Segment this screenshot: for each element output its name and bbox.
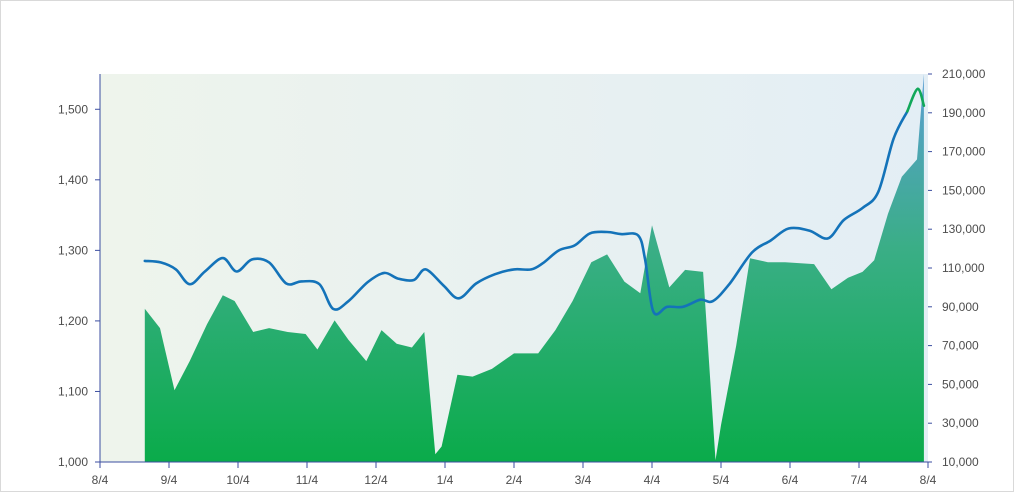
line-series-2 bbox=[906, 87, 926, 113]
right-tick-label: 90,000 bbox=[942, 300, 979, 314]
left-tick-label: 1,200 bbox=[58, 314, 88, 328]
left-tick-label: 1,300 bbox=[58, 243, 88, 257]
right-tick-label: 150,000 bbox=[942, 183, 986, 197]
x-tick-label: 10/4 bbox=[226, 473, 250, 487]
right-tick-label: 130,000 bbox=[942, 222, 986, 236]
x-tick-label: 12/4 bbox=[364, 473, 388, 487]
left-tick-label: 1,000 bbox=[58, 455, 88, 469]
x-tick-label: 2/4 bbox=[506, 473, 523, 487]
x-tick-label: 11/4 bbox=[296, 473, 319, 487]
left-tick-label: 1,100 bbox=[58, 384, 88, 398]
x-tick-label: 4/4 bbox=[644, 473, 661, 487]
x-tick-label: 9/4 bbox=[161, 473, 178, 487]
x-tick-label: 8/4 bbox=[920, 473, 937, 487]
x-tick-label: 8/4 bbox=[92, 473, 109, 487]
area-series-0 bbox=[144, 74, 924, 462]
right-tick-label: 30,000 bbox=[942, 416, 979, 430]
right-tick-label: 170,000 bbox=[942, 145, 986, 159]
left-tick-label: 1,400 bbox=[58, 173, 88, 187]
right-tick-label: 70,000 bbox=[942, 339, 979, 353]
right-tick-label: 110,000 bbox=[942, 261, 985, 275]
right-tick-label: 10,000 bbox=[942, 455, 979, 469]
right-tick-label: 50,000 bbox=[942, 377, 979, 391]
x-tick-label: 7/4 bbox=[851, 473, 868, 487]
x-tick-label: 5/4 bbox=[713, 473, 730, 487]
x-tick-label: 1/4 bbox=[437, 473, 454, 487]
line-series-1 bbox=[143, 110, 909, 316]
right-tick-label: 210,000 bbox=[942, 67, 986, 81]
right-tick-label: 190,000 bbox=[942, 106, 986, 120]
x-tick-label: 3/4 bbox=[575, 473, 592, 487]
left-tick-label: 1,500 bbox=[58, 102, 88, 116]
x-tick-label: 6/4 bbox=[782, 473, 799, 487]
